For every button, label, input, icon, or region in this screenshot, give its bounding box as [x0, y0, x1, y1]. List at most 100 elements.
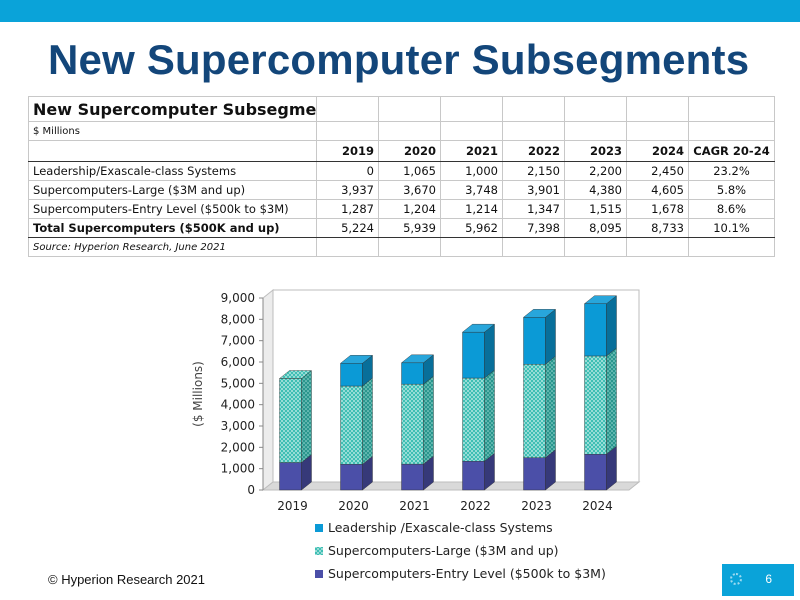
bar-segment [523, 364, 546, 458]
top-accent-bar [0, 0, 800, 22]
x-tick-label: 2024 [582, 499, 613, 513]
page-number-box: 6 [722, 564, 794, 596]
legend-label: Supercomputers-Entry Level ($500k to $3M… [328, 566, 606, 581]
chart-floor [261, 481, 641, 491]
table-cell: 7,398 [502, 218, 565, 238]
bar-top-face [583, 295, 618, 304]
table-cell: 1,347 [502, 199, 565, 219]
y-tick-label: 9,000 [221, 291, 255, 305]
table-header-cell: 2024 [626, 140, 689, 162]
table-title: New Supercomputer Subsegments [28, 96, 317, 122]
y-tick-label: 2,000 [221, 440, 255, 454]
chart-back-wall [272, 289, 640, 483]
table-row: Supercomputers-Entry Level ($500k to $3M… [28, 199, 775, 219]
chart-svg: 0 1,000 2,000 3,000 4,000 5,000 6,000 7,000 8,00… [191, 288, 641, 581]
bar-segment-side [606, 295, 617, 357]
bar-segment-side [606, 347, 617, 455]
table-cell: 1,287 [316, 199, 379, 219]
row-label: Leadership/Exascale-class Systems [28, 161, 317, 181]
table-cell: 1,515 [564, 199, 627, 219]
table-source: Source: Hyperion Research, June 2021 [28, 237, 317, 257]
x-tick-label: 2021 [399, 499, 430, 513]
table-cell: 1,204 [378, 199, 441, 219]
table-cell: 5,962 [440, 218, 503, 238]
bar-segment [340, 363, 363, 387]
table-total-row: Total Supercomputers ($500K and up) 5,22… [28, 218, 775, 238]
table-unit: $ Millions [28, 121, 317, 141]
bar-segment [462, 377, 485, 462]
table-cell: 23.2% [688, 161, 775, 181]
data-table: New Supercomputer Subsegments $ Millions… [28, 96, 775, 257]
legend-swatch [315, 570, 323, 578]
chart-side-wall [262, 288, 274, 492]
row-label: Total Supercomputers ($500K and up) [28, 218, 317, 238]
bar-segment-side [484, 323, 495, 379]
table-cell: 3,670 [378, 180, 441, 200]
table-row: Leadership/Exascale-class Systems 0 1,06… [28, 161, 775, 181]
table-cell: 1,214 [440, 199, 503, 219]
data-table-container: New Supercomputer Subsegments $ Millions… [28, 96, 775, 260]
table-header-cell [28, 140, 317, 162]
bar-segment [462, 331, 485, 379]
table-header-cell: 2023 [564, 140, 627, 162]
legend-label: Supercomputers-Large ($3M and up) [328, 543, 559, 558]
table-cell: 10.1% [688, 218, 775, 238]
bar-top-face [339, 355, 374, 364]
y-tick-label: 0 [247, 483, 255, 497]
legend-swatch [315, 524, 323, 532]
legend-swatch [315, 547, 323, 555]
bar-top-face [278, 370, 313, 379]
table-header-cell: 2022 [502, 140, 565, 162]
table-cell: 2,150 [502, 161, 565, 181]
slide-title: New Supercomputer Subsegments [48, 36, 750, 83]
bar-segment-side [423, 375, 434, 465]
x-tick-label: 2020 [338, 499, 369, 513]
bar-segment-side [545, 308, 556, 365]
bar-segment [401, 362, 424, 385]
row-label: Supercomputers-Large ($3M and up) [28, 180, 317, 200]
x-tick-label: 2022 [460, 499, 491, 513]
bar-segment [401, 383, 424, 465]
table-header-cell: CAGR 20-24 [688, 140, 775, 162]
page-number: 6 [765, 572, 772, 586]
stacked-bar-chart: 0 1,000 2,000 3,000 4,000 5,000 6,000 7,000 8,00… [185, 280, 665, 595]
bar-segment [584, 303, 607, 357]
table-cell: 5.8% [688, 180, 775, 200]
logo-dots-icon [730, 573, 742, 585]
y-tick-label: 4,000 [221, 398, 255, 412]
table-cell: 5,224 [316, 218, 379, 238]
table-cell: 8.6% [688, 199, 775, 219]
bar-top-face [400, 354, 435, 364]
bar-segment-side [545, 355, 556, 459]
table-cell: 5,939 [378, 218, 441, 238]
bar-segment [523, 457, 546, 491]
table-header-cell: 2020 [378, 140, 441, 162]
table-cell: 8,733 [626, 218, 689, 238]
table-header-cell: 2021 [440, 140, 503, 162]
bar-segment-side [362, 377, 373, 465]
bar-segment [523, 317, 546, 365]
bar-top-face [522, 309, 557, 318]
bar-segment [279, 378, 302, 463]
table-cell: 4,380 [564, 180, 627, 200]
table-header-row: 2019 2020 2021 2022 2023 2024 CAGR 20-24 [28, 140, 775, 162]
bar-segment-side [484, 369, 495, 462]
table-cell: 3,937 [316, 180, 379, 200]
bar-segment [279, 462, 302, 491]
bar-segment [584, 355, 607, 455]
table-cell: 1,678 [626, 199, 689, 219]
y-tick-label: 8,000 [221, 312, 255, 326]
footer-copyright: © Hyperion Research 2021 [48, 572, 205, 587]
legend-label: Leadership /Exascale-class Systems [328, 520, 553, 535]
table-header-cell: 2019 [316, 140, 379, 162]
row-label: Supercomputers-Entry Level ($500k to $3M… [28, 199, 317, 219]
table-cell: 8,095 [564, 218, 627, 238]
table-row: Supercomputers-Large ($3M and up) 3,937 … [28, 180, 775, 200]
bar-segment-side [301, 370, 312, 463]
y-tick-label: 1,000 [221, 462, 255, 476]
bar-segment [340, 385, 363, 465]
x-tick-label: 2019 [277, 499, 308, 513]
table-cell: 0 [316, 161, 379, 181]
table-cell: 3,748 [440, 180, 503, 200]
y-axis-label: ($ Millions) [191, 361, 205, 427]
